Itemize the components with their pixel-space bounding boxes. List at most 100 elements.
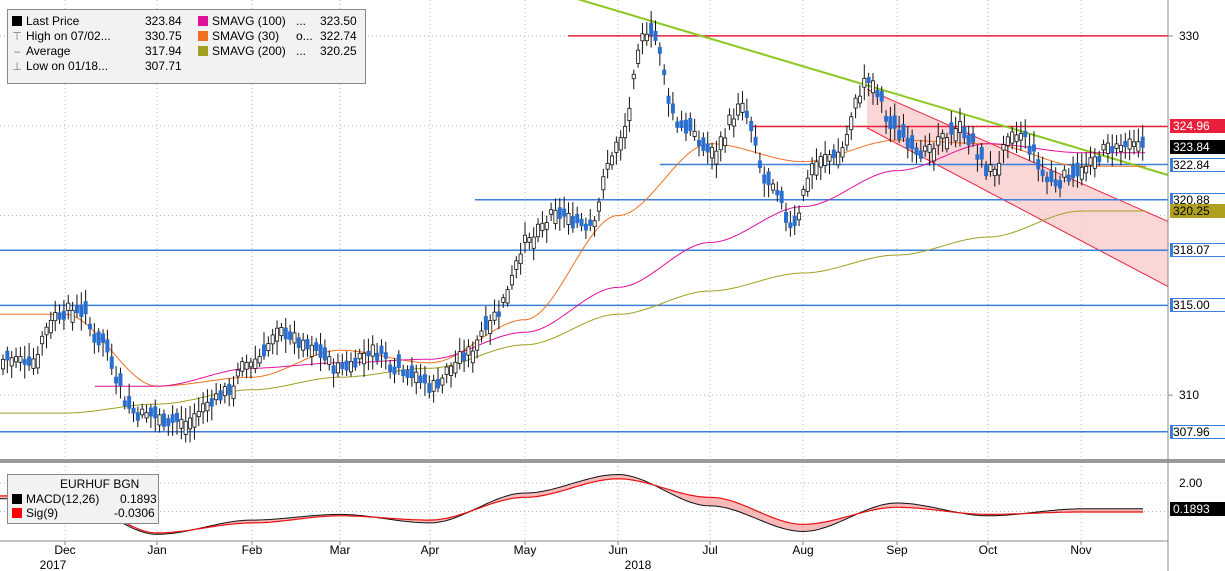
- candle-body: [1027, 145, 1032, 155]
- candle-body: [1062, 169, 1067, 178]
- candle-body: [405, 369, 410, 378]
- candle-body: [971, 133, 976, 143]
- candle-body: [14, 356, 19, 363]
- candle-body: [605, 162, 610, 170]
- candle-body: [623, 126, 628, 139]
- candle-body: [18, 356, 23, 363]
- candle-body: [248, 361, 253, 368]
- candle-body: [1040, 169, 1045, 177]
- candle-body: [170, 414, 175, 423]
- candle-body: [692, 130, 697, 137]
- candle-body: [57, 312, 62, 320]
- legend-row-macd: MACD(12,26): [12, 492, 99, 507]
- candle-body: [570, 216, 575, 229]
- candle-body: [958, 121, 963, 134]
- macd-tick-label: 2.00: [1179, 476, 1203, 490]
- legend-value-sig: -0.0306: [114, 506, 155, 520]
- candle-body: [553, 209, 558, 224]
- candle-body: [666, 95, 671, 104]
- candle-body: [966, 134, 971, 146]
- price-tag-307.96: 307.96: [1170, 424, 1225, 439]
- candle-body: [1066, 174, 1071, 182]
- price-tag-320.25: 320.25: [1170, 204, 1225, 219]
- candle-body: [270, 334, 275, 345]
- candle-body: [697, 139, 702, 147]
- x-tick-label-feb: Feb: [242, 543, 263, 557]
- price-tag-323.84: 323.84: [1170, 139, 1225, 154]
- x-year-label: 2017: [40, 558, 67, 571]
- candle-body: [296, 337, 301, 348]
- legend-value-macd: 0.1893: [120, 492, 157, 506]
- candle-body: [810, 163, 815, 176]
- legend-value-low: 307.71: [145, 59, 182, 73]
- candle-body: [814, 161, 819, 176]
- candle-body: [392, 366, 397, 375]
- moving-averages: [0, 139, 1146, 414]
- candle-body: [688, 118, 693, 132]
- candle-body: [662, 69, 667, 75]
- macd-panel: [0, 459, 1225, 535]
- candle-body: [118, 373, 123, 387]
- candle-body: [923, 145, 928, 152]
- legend-dots: ...: [296, 44, 307, 58]
- candle-body: [261, 344, 266, 357]
- candle-body: [1088, 157, 1093, 166]
- x-tick-label-nov: Nov: [1070, 543, 1091, 557]
- candle-body: [979, 147, 984, 160]
- candle-body: [214, 393, 219, 401]
- candle-body: [31, 358, 36, 369]
- candle-body: [505, 289, 510, 304]
- price-tag-324.96: 324.96: [1170, 119, 1225, 134]
- candle-body: [431, 380, 436, 392]
- candle-body: [918, 150, 923, 159]
- candle-body: [683, 119, 688, 134]
- candle-body: [1136, 141, 1141, 152]
- candle-body: [92, 333, 97, 343]
- candle-body: [975, 154, 980, 160]
- candle-body: [470, 350, 475, 364]
- candle-body: [583, 223, 588, 231]
- candle-body: [444, 366, 449, 375]
- candle-body: [131, 407, 136, 414]
- candle-body: [161, 413, 166, 427]
- sma-line-30: [0, 139, 1146, 387]
- candle-body: [509, 274, 514, 286]
- candle-body: [388, 364, 393, 373]
- candle-body: [379, 345, 384, 355]
- candle-body: [770, 183, 775, 191]
- candle-body: [157, 414, 162, 426]
- candle-body: [644, 33, 649, 42]
- candle-body: [988, 164, 993, 172]
- macd-legend: EURHUF BGN MACD(12,26) Sig(9) 0.1893 -0.…: [7, 474, 159, 524]
- candle-body: [122, 400, 127, 407]
- candle-body: [231, 385, 236, 400]
- candle-body: [205, 401, 210, 412]
- candle-body: [627, 107, 632, 122]
- candle-body: [1018, 133, 1023, 141]
- candle-body: [788, 222, 793, 229]
- legend-row-sma200: SMAVG (200): [198, 44, 286, 59]
- candle-body: [805, 177, 810, 192]
- candle-body: [679, 120, 684, 129]
- candle-body: [740, 102, 745, 113]
- signal-line: [0, 478, 1143, 534]
- candle-body: [840, 147, 845, 158]
- sma30-swatch-icon: [198, 31, 208, 41]
- candle-body: [657, 47, 662, 54]
- candle-body: [718, 136, 723, 151]
- candle-body: [897, 129, 902, 140]
- candle-body: [1097, 156, 1102, 163]
- candle-body: [227, 383, 232, 396]
- candle-body: [944, 137, 949, 150]
- candle-body: [475, 339, 480, 351]
- sma100-swatch-icon: [198, 16, 208, 26]
- price-tag-318.07: 318.07: [1170, 243, 1225, 258]
- legend-value-last: 323.84: [145, 14, 182, 28]
- candle-body: [762, 174, 767, 184]
- candle-body: [836, 151, 841, 166]
- candle-body: [322, 347, 327, 361]
- candle-body: [992, 168, 997, 177]
- legend-row-high: ⊤ High on 07/02...: [12, 29, 111, 44]
- candle-body: [731, 118, 736, 127]
- candle-body: [135, 412, 140, 421]
